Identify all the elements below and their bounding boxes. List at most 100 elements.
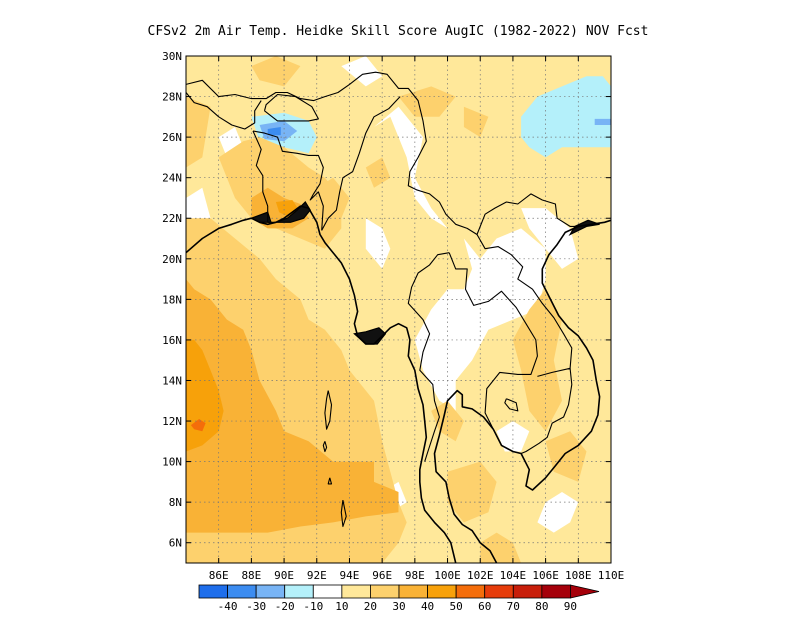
region-level-30-27 xyxy=(545,431,587,482)
region-level-10-1 xyxy=(374,106,546,411)
x-tick-label: 104E xyxy=(500,569,527,582)
border-laos-vietnam xyxy=(476,234,573,369)
region-level-10-2 xyxy=(365,218,391,269)
region-level-30-17 xyxy=(218,137,342,249)
region-level-60-32 xyxy=(190,419,206,432)
region-level-30-26 xyxy=(447,461,497,523)
region-level-30-20 xyxy=(251,56,301,87)
region-level-10-9 xyxy=(341,56,383,87)
chart-title: CFSv2 2m Air Temp. Heidke Skill Score Au… xyxy=(148,24,649,39)
border-cambodia-laos-vietnam xyxy=(520,367,573,455)
region-level-10-3 xyxy=(521,208,579,269)
border-india-myanmar xyxy=(321,96,401,231)
y-tick-label: 26N xyxy=(162,131,182,144)
y-tick-label: 6N xyxy=(169,537,182,550)
outline-andaman-island-b xyxy=(322,441,328,453)
coastline-india-bengal-coast xyxy=(186,205,457,563)
map-frame xyxy=(185,55,612,564)
colorbar-bin xyxy=(284,584,314,599)
x-axis-ticks: 86E 88E 90E 92E 94E 96E 98E 100E 102E 104E 106E 108… xyxy=(209,56,624,582)
colorbar-bin xyxy=(541,584,571,599)
border-bangladesh xyxy=(252,130,324,231)
colorbar-label: -10 xyxy=(303,600,323,613)
region-level-neg30-14 xyxy=(267,127,281,136)
region-level-10-4 xyxy=(496,421,530,452)
map-panel xyxy=(186,56,611,563)
border-nepal-india xyxy=(186,92,262,130)
border-bhutan xyxy=(263,93,319,122)
border-tibet-frontier xyxy=(186,71,579,236)
x-tick-label: 88E xyxy=(241,569,261,582)
y-tick-label: 16N xyxy=(162,334,182,347)
y-tick-label: 20N xyxy=(162,253,182,266)
colorbar-bin xyxy=(341,584,371,599)
y-tick-label: 12N xyxy=(162,415,182,428)
y-tick-label: 24N xyxy=(162,172,182,185)
x-tick-label: 90E xyxy=(274,569,294,582)
colorbar-label: 90 xyxy=(564,600,577,613)
colorbar-label: 60 xyxy=(478,600,491,613)
colorbar-bin xyxy=(484,584,514,599)
outline-nicobar-b xyxy=(327,477,333,485)
x-tick-label: 108E xyxy=(565,569,592,582)
y-tick-label: 18N xyxy=(162,293,182,306)
region-level-30-18 xyxy=(186,96,211,168)
colorbar-label: 30 xyxy=(392,600,405,613)
colorbar-bin xyxy=(255,584,286,599)
region-level-30-22 xyxy=(463,106,489,138)
y-tick-label: 14N xyxy=(162,374,182,387)
x-tick-label: 106E xyxy=(532,569,559,582)
gridlines xyxy=(186,56,611,563)
colorbar-label: 10 xyxy=(335,600,348,613)
colorbar-bin xyxy=(227,584,257,599)
y-tick-label: 8N xyxy=(169,496,182,509)
colorbar-label: -30 xyxy=(246,600,266,613)
outline-andaman-island-a xyxy=(324,390,333,430)
x-tick-label: 96E xyxy=(372,569,392,582)
coastlines-and-borders xyxy=(186,71,611,563)
colorbar-bin xyxy=(427,584,457,599)
colorbar-label: -20 xyxy=(275,600,295,613)
x-tick-label: 86E xyxy=(209,569,229,582)
colorbar-label: 50 xyxy=(450,600,463,613)
outline-tonle-sap xyxy=(504,398,519,412)
colorbar-bin xyxy=(398,584,428,599)
region-level-30-24 xyxy=(512,289,562,432)
y-axis-ticks: 6N 8N 10N 12N 14N 16N 18N 20N 22N 24N 26N 28N 30N xyxy=(162,50,611,550)
x-tick-label: 100E xyxy=(434,569,461,582)
colorbar-bin xyxy=(370,584,400,599)
x-tick-label: 94E xyxy=(340,569,360,582)
colorbar-bin xyxy=(512,584,543,599)
x-tick-label: 98E xyxy=(405,569,425,582)
colorbar-bin xyxy=(312,584,343,599)
region-level-neg20-11 xyxy=(594,118,611,125)
y-tick-label: 22N xyxy=(162,212,182,225)
coastline-thailand-gulf-coast xyxy=(433,219,611,563)
y-tick-label: 10N xyxy=(162,456,182,469)
y-tick-label: 30N xyxy=(162,50,182,63)
colorbar: -40 -30 -20 -10 10 20 30 40 50 60 70 80 90 xyxy=(198,584,600,613)
colorbar-label: 20 xyxy=(364,600,377,613)
region-level-neg10-10 xyxy=(521,76,611,158)
region-level-30-23 xyxy=(365,157,391,188)
border-bangladesh-west xyxy=(252,130,269,223)
colorbar-bin xyxy=(455,584,486,599)
border-myanmar-thailand xyxy=(407,252,450,462)
border-laos-thailand xyxy=(448,252,538,430)
colorbar-label: 80 xyxy=(535,600,548,613)
x-tick-label: 102E xyxy=(467,569,494,582)
shaded-regions xyxy=(186,56,611,563)
region-level-40-29 xyxy=(186,279,399,533)
colorbar-label: 40 xyxy=(421,600,434,613)
region-level-10-5 xyxy=(537,492,579,533)
colorbar-label: -40 xyxy=(218,600,238,613)
region-level-30-28 xyxy=(480,532,522,563)
y-tick-label: 28N xyxy=(162,91,182,104)
x-tick-label: 110E xyxy=(598,569,625,582)
colorbar-bin xyxy=(198,584,228,599)
colorbar-label: 70 xyxy=(507,600,520,613)
x-tick-label: 92E xyxy=(307,569,327,582)
outline-nicobar-a xyxy=(340,499,347,528)
colorbar-bin xyxy=(570,584,600,599)
